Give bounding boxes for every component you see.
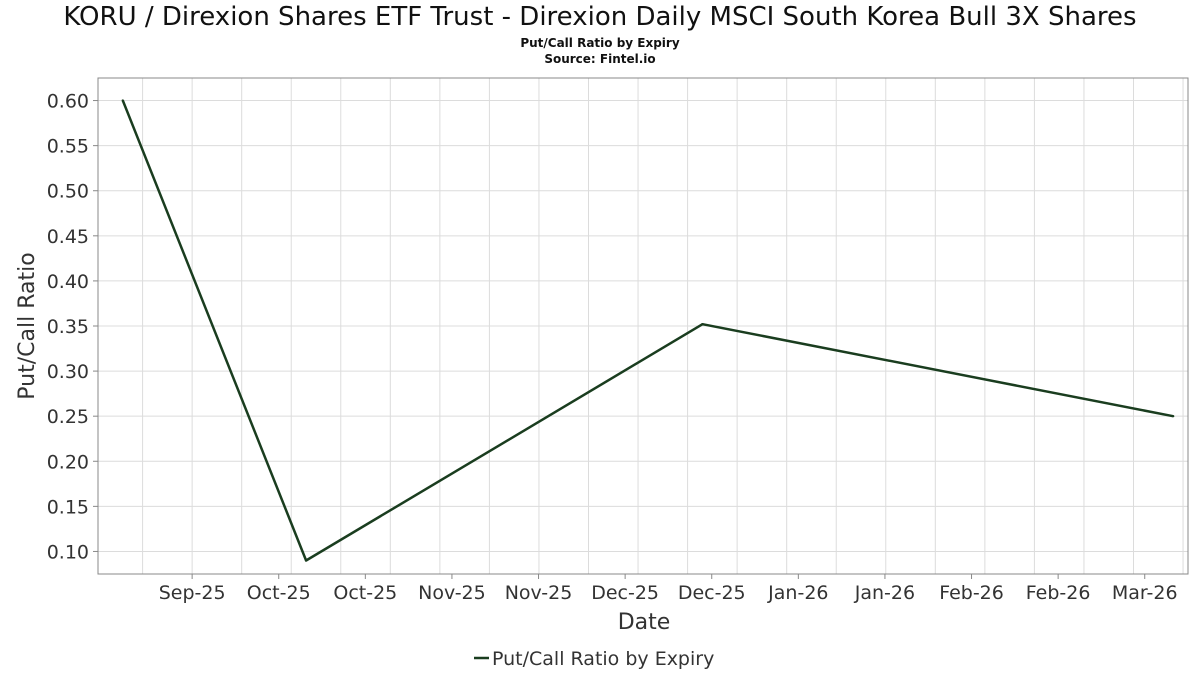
chart-subtitle: Put/Call Ratio by Expiry: [520, 36, 680, 50]
x-tick-label: Oct-25: [247, 582, 311, 604]
y-tick-label: 0.30: [47, 361, 89, 383]
y-tick-label: 0.20: [47, 451, 89, 473]
data-point: [121, 99, 124, 102]
y-tick-label: 0.25: [47, 406, 89, 428]
y-tick-label: 0.60: [47, 91, 89, 113]
x-tick-label: Oct-25: [333, 582, 397, 604]
y-axis-title: Put/Call Ratio: [15, 252, 40, 399]
x-tick-label: Feb-26: [1026, 582, 1091, 604]
x-tick-label: Nov-25: [505, 582, 573, 604]
grid-lines: [98, 78, 1188, 574]
legend-label: Put/Call Ratio by Expiry: [492, 648, 714, 670]
data-point: [304, 559, 308, 562]
x-axis-title: Date: [618, 610, 671, 635]
x-axis-ticks: Sep-25 Oct-25 Oct-25 Nov-25 Nov-25 Dec-25 Dec-…: [159, 574, 1178, 604]
data-point: [701, 322, 704, 326]
legend: Put/Call Ratio by Expiry: [474, 648, 714, 670]
y-tick-label: 0.10: [47, 541, 89, 563]
x-tick-label: Dec-25: [591, 582, 659, 604]
chart-title: KORU / Direxion Shares ETF Trust - Direx…: [63, 2, 1137, 32]
x-tick-label: Jan-26: [767, 582, 828, 604]
y-tick-label: 0.45: [47, 226, 89, 248]
series-layer: [121, 99, 1175, 562]
x-tick-label: Feb-26: [939, 582, 1004, 604]
y-tick-label: 0.40: [47, 271, 89, 293]
y-tick-label: 0.55: [47, 136, 89, 158]
x-tick-label: Jan-26: [854, 582, 915, 604]
data-point: [1171, 414, 1175, 418]
x-tick-label: Dec-25: [678, 582, 746, 604]
y-axis-ticks: 0.10 0.15 0.20 0.25 0.30 0.35 0.40 0.45 0.50 0.55…: [47, 91, 98, 563]
x-tick-label: Mar-26: [1112, 582, 1178, 604]
y-tick-label: 0.50: [47, 181, 89, 203]
x-tick-label: Sep-25: [159, 582, 226, 604]
y-tick-label: 0.35: [47, 316, 89, 338]
chart-source: Source: Fintel.io: [544, 52, 656, 66]
x-tick-label: Nov-25: [418, 582, 486, 604]
series-line: [121, 100, 1174, 562]
y-tick-label: 0.15: [47, 496, 89, 518]
